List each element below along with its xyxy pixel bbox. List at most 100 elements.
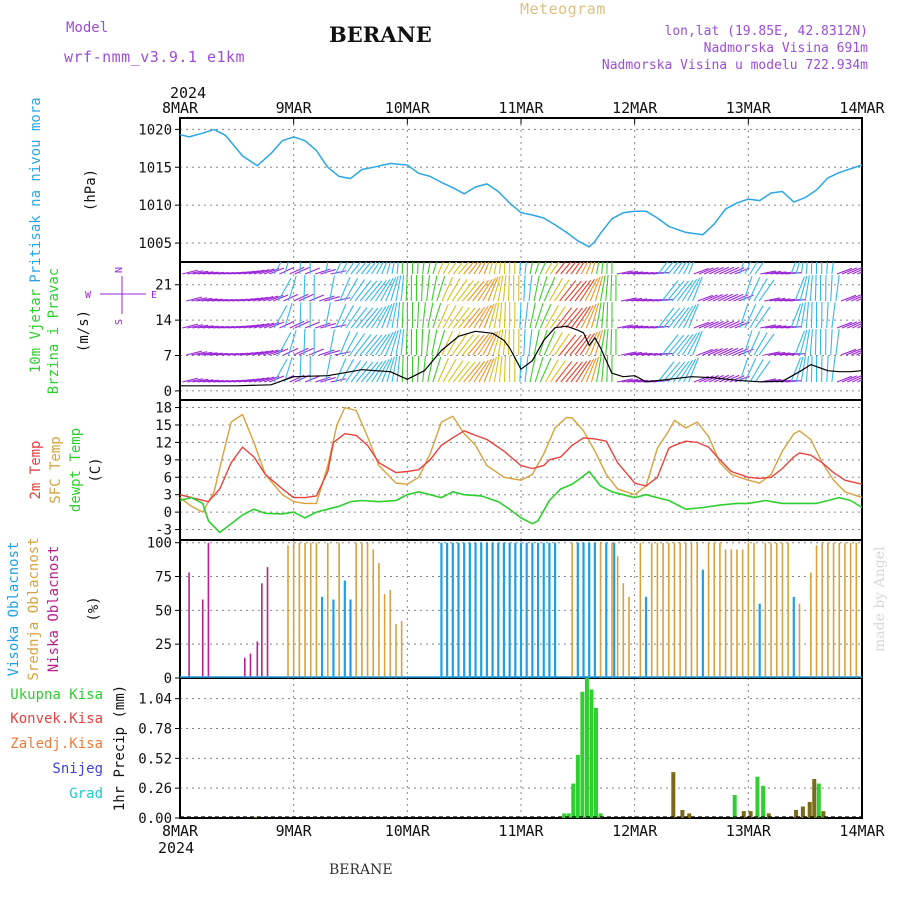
precip-bar xyxy=(598,813,603,818)
wind-arrow xyxy=(831,356,836,383)
wind-arrow xyxy=(631,352,648,356)
wind-arrow xyxy=(365,262,377,275)
wind-arrow xyxy=(671,334,690,356)
wind-arrow xyxy=(243,324,260,329)
wind-arrow xyxy=(606,262,608,275)
wind-arrow xyxy=(488,262,494,275)
wind-arrow xyxy=(708,266,724,275)
wind-arrow xyxy=(401,262,404,275)
wind-arrow xyxy=(488,356,497,383)
wind-arrow xyxy=(728,347,744,356)
wind-arrow xyxy=(431,329,438,356)
wind-arrow xyxy=(458,262,470,275)
wind-arrow xyxy=(320,323,336,329)
wind-arrow xyxy=(432,357,442,383)
wind-arrow xyxy=(344,278,359,302)
wind-arrow xyxy=(339,276,351,302)
wind-arrow xyxy=(335,357,347,383)
wind-arrow xyxy=(273,262,282,275)
wind-arrow xyxy=(242,351,259,356)
wind-arrow xyxy=(785,272,802,275)
wind-arrow xyxy=(703,267,719,275)
wind-arrow xyxy=(662,361,681,383)
wind-arrow xyxy=(426,329,431,356)
wind-arrow xyxy=(483,262,490,275)
wind-arrow xyxy=(529,262,534,275)
wind-arrow xyxy=(861,300,862,302)
wind-arrow xyxy=(308,348,325,356)
wind-arrow xyxy=(707,348,723,356)
wind-arrow xyxy=(497,275,504,302)
wind-arrow xyxy=(805,356,809,383)
wind-arrow xyxy=(279,320,295,329)
wind-arrow xyxy=(507,328,510,356)
wind-arrow xyxy=(565,262,577,275)
wind-arrow xyxy=(662,307,681,329)
wind-arrow xyxy=(288,275,297,302)
wind-arrow xyxy=(328,329,336,356)
wind-arrow xyxy=(187,324,204,329)
wind-arrow xyxy=(369,280,387,302)
wind-arrow xyxy=(248,377,265,383)
wind-arrow xyxy=(324,262,329,275)
wind-arrow xyxy=(697,348,713,356)
temperature-ytick-label: 12 xyxy=(155,435,172,451)
wind-arrow xyxy=(192,270,209,275)
wind-arrow xyxy=(831,262,834,275)
wind-arrow xyxy=(555,262,566,275)
wind-arrow xyxy=(805,262,808,275)
precip-bar xyxy=(580,691,585,818)
wind-arrow xyxy=(197,325,214,329)
wind-arrow xyxy=(202,271,219,275)
wind-arrow xyxy=(753,332,768,356)
precip-bar xyxy=(584,678,589,818)
temperature-ylabel-3: (C) xyxy=(88,457,104,482)
wind-arrow xyxy=(472,280,489,302)
wind-arrow xyxy=(386,356,395,383)
wind-arrow xyxy=(596,302,602,329)
wind-arrow xyxy=(718,347,733,356)
wind-arrow xyxy=(688,303,699,329)
wind-arrow xyxy=(723,347,739,356)
wind-arrow xyxy=(830,275,833,302)
temperature-ytick-label: -3 xyxy=(155,523,172,539)
wind-arrow xyxy=(405,274,408,302)
wind-arrow xyxy=(258,322,275,329)
wind-arrow xyxy=(277,278,292,302)
wind-arrow xyxy=(482,331,496,356)
precip-bar xyxy=(807,801,812,818)
wind-arrow xyxy=(570,307,588,329)
clouds-ylabel-1: Srednja Oblacnost xyxy=(26,537,42,680)
wind-arrow xyxy=(456,334,474,356)
wind-arrow xyxy=(631,298,648,302)
wind-arrow xyxy=(463,307,481,329)
wind-ylabel-0: 10m Vjetar xyxy=(28,289,44,373)
wind-arrow xyxy=(574,334,592,356)
wind-arrow xyxy=(360,307,379,329)
wind-arrow xyxy=(283,347,299,356)
sfc-temp-line xyxy=(179,406,863,513)
wind-arrow xyxy=(847,267,862,275)
wind-arrow xyxy=(596,262,600,275)
wind-arrow xyxy=(253,377,270,383)
wind-arrow xyxy=(289,266,305,275)
wind-arrow xyxy=(350,262,362,275)
pressure-ytick-label: 1005 xyxy=(138,236,172,252)
temperature-ytick-label: 3 xyxy=(164,488,172,504)
wind-arrow xyxy=(574,280,592,302)
wind-arrow xyxy=(693,321,709,329)
wind-arrow xyxy=(760,324,777,329)
time-tick-top: 9MAR xyxy=(276,99,313,117)
wind-arrow xyxy=(422,302,427,329)
wind-arrow xyxy=(565,307,583,329)
wind-arrow xyxy=(324,296,340,302)
wind-arrow xyxy=(758,279,775,302)
wind-arrow xyxy=(182,269,198,275)
wind-arrow xyxy=(570,361,588,383)
time-tick-bottom: 13MAR xyxy=(726,822,772,840)
wind-arrow xyxy=(330,378,347,383)
wind-arrow xyxy=(809,329,813,356)
wind-arrow xyxy=(497,329,504,356)
precip-bar xyxy=(589,689,594,818)
legend-total-rain: Ukupna Kisa xyxy=(10,687,103,703)
